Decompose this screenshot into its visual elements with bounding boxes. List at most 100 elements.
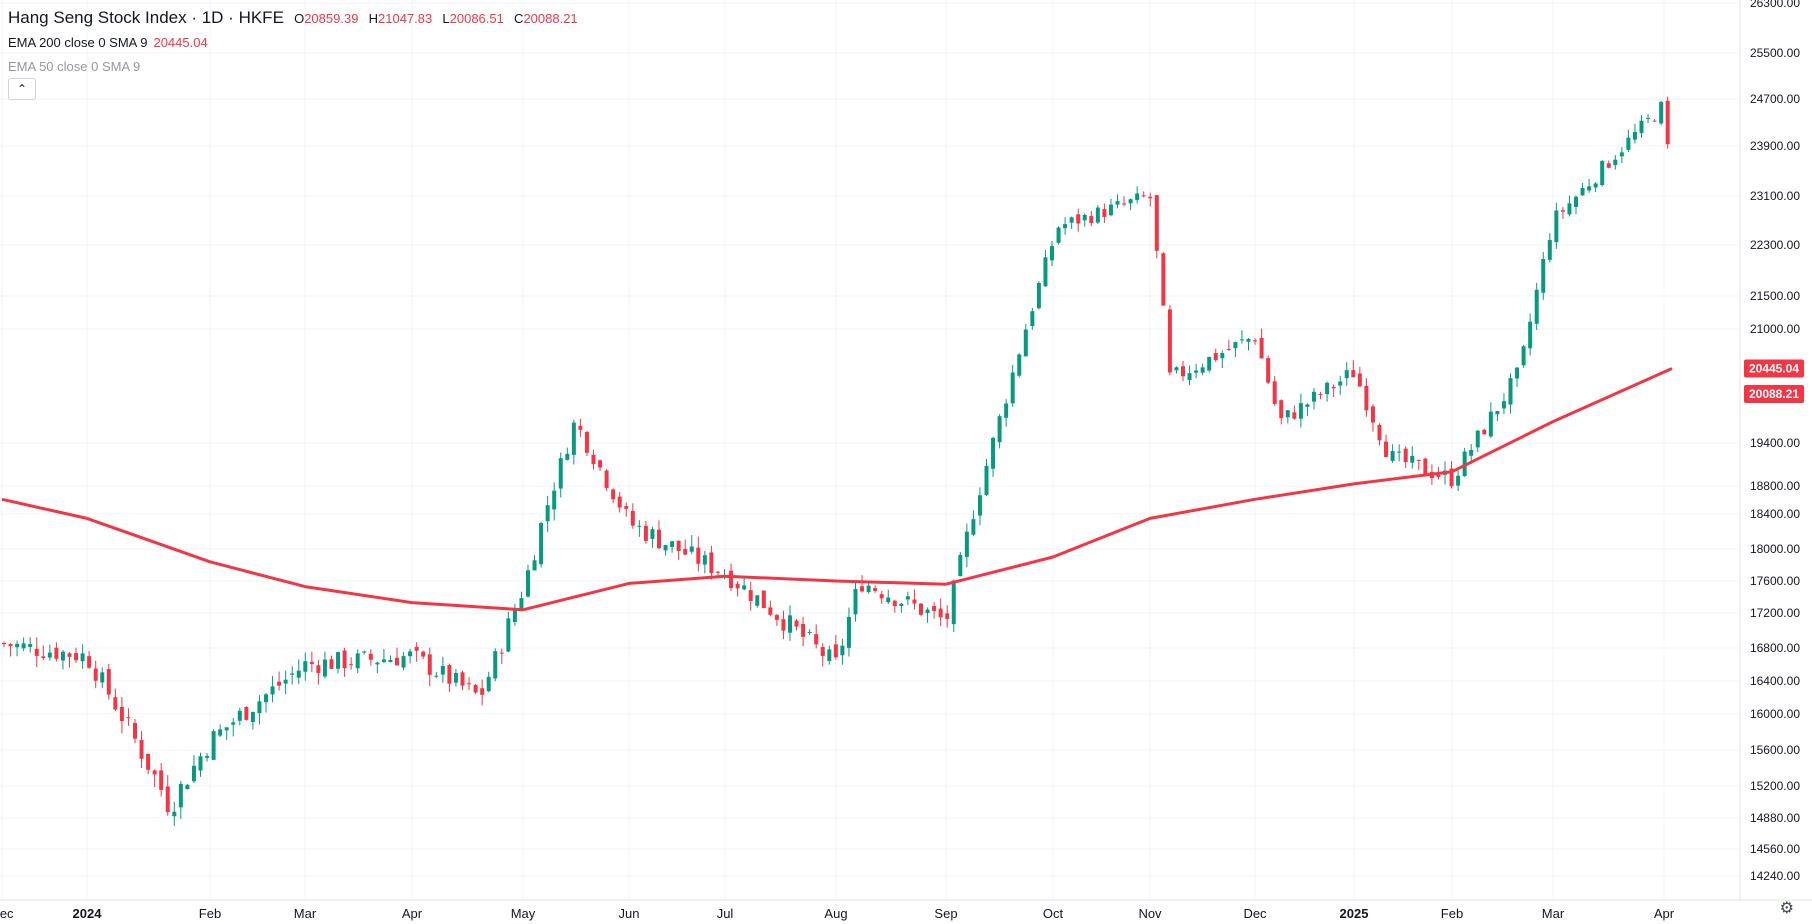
y-tick-label: 26300.00 bbox=[1750, 0, 1800, 10]
candle-body bbox=[1128, 199, 1133, 204]
candle-body bbox=[1364, 385, 1369, 411]
time-axis[interactable]: Dec 2024 Feb Mar Apr May Jun Jul Aug Sep Oct Nov Dec… bbox=[0, 906, 1675, 921]
y-tick-label: 22300.00 bbox=[1750, 238, 1800, 252]
candle-body bbox=[270, 686, 275, 695]
ema200-value: 20445.04 bbox=[153, 35, 208, 50]
price-tags: 20445.04 20088.21 bbox=[1744, 359, 1804, 403]
x-tick-label: 2025 bbox=[1340, 906, 1369, 921]
high-key: H bbox=[368, 11, 378, 26]
candle-body bbox=[1135, 193, 1140, 200]
candle-body bbox=[670, 541, 675, 547]
candle-body bbox=[899, 603, 904, 607]
symbol-row[interactable]: Hang Seng Stock Index · 1D · HKFE O20859… bbox=[8, 6, 578, 31]
candle-body bbox=[172, 811, 177, 817]
candle-body bbox=[303, 661, 308, 672]
candle-body bbox=[1613, 159, 1618, 166]
candle-body bbox=[1266, 358, 1271, 383]
candle-body bbox=[434, 675, 439, 677]
candle-body bbox=[1456, 475, 1461, 486]
candle-body bbox=[1233, 342, 1238, 349]
candles bbox=[2, 96, 1670, 826]
y-tick-label: 24700.00 bbox=[1750, 92, 1800, 106]
candle-body bbox=[1154, 195, 1159, 251]
candle-body bbox=[788, 615, 792, 633]
price-tag bbox=[1744, 359, 1804, 378]
candle-body bbox=[1298, 403, 1303, 419]
candle-body bbox=[1580, 188, 1585, 196]
candle-body bbox=[938, 608, 943, 618]
candle-body bbox=[309, 661, 314, 664]
candle-body bbox=[571, 422, 576, 455]
candle-body bbox=[1318, 394, 1323, 396]
symbol-title[interactable]: Hang Seng Stock Index · 1D · HKFE bbox=[8, 8, 284, 27]
candle-body bbox=[768, 607, 773, 615]
candle-body bbox=[1285, 410, 1290, 418]
ema200-label: EMA 200 close 0 SMA 9 bbox=[8, 35, 148, 50]
candle-body bbox=[873, 588, 878, 591]
candle-body bbox=[1200, 367, 1205, 373]
y-tick-label: 14560.00 bbox=[1750, 842, 1800, 856]
y-tick-label: 16800.00 bbox=[1750, 641, 1800, 655]
ema200-row[interactable]: EMA 200 close 0 SMA 9 20445.04 bbox=[8, 31, 578, 55]
candle-body bbox=[526, 570, 530, 597]
x-tick-label: Sep bbox=[934, 906, 957, 921]
candle-body bbox=[100, 672, 105, 683]
candle-body bbox=[211, 731, 216, 760]
grid-lines bbox=[0, 0, 1740, 900]
candle-body bbox=[919, 603, 923, 615]
candle-body bbox=[1390, 451, 1395, 461]
candle-body bbox=[1646, 117, 1651, 119]
candle-body bbox=[1357, 373, 1362, 387]
candle-body bbox=[643, 525, 648, 541]
candle-body bbox=[1600, 160, 1605, 186]
candle-body bbox=[1606, 163, 1611, 168]
candle-body bbox=[1095, 207, 1100, 223]
candle-body bbox=[296, 670, 301, 678]
collapse-legend-button[interactable]: ⌃ bbox=[8, 78, 36, 100]
y-tick-label: 17600.00 bbox=[1750, 574, 1800, 588]
candle-body bbox=[1194, 370, 1199, 373]
candle-body bbox=[427, 654, 432, 675]
candle-body bbox=[388, 659, 393, 663]
candle-body bbox=[1659, 101, 1664, 124]
candle-body bbox=[146, 753, 151, 770]
candle-body bbox=[381, 659, 386, 663]
ema50-label: EMA 50 close 0 SMA 9 bbox=[8, 59, 141, 74]
candle-body bbox=[755, 595, 760, 606]
gear-icon[interactable]: ⚙ bbox=[1779, 900, 1794, 917]
price-axis[interactable]: 14240.00 14560.00 14880.00 15200.00 15600.00… bbox=[1750, 0, 1800, 883]
candle-body bbox=[801, 623, 806, 637]
candle-body bbox=[925, 609, 930, 614]
candle-body bbox=[67, 653, 72, 657]
candle-body bbox=[892, 600, 897, 607]
candle-body bbox=[1560, 210, 1565, 212]
candle-body bbox=[113, 697, 118, 710]
x-tick-label: 2024 bbox=[73, 906, 103, 921]
candle-body bbox=[1619, 152, 1624, 157]
candle-body bbox=[1325, 382, 1330, 395]
x-tick-label: May bbox=[511, 906, 536, 921]
candle-body bbox=[958, 554, 963, 576]
price-tag-label: 20088.21 bbox=[1749, 387, 1799, 401]
candle-body bbox=[165, 786, 170, 813]
candle-body bbox=[689, 546, 694, 552]
candle-body bbox=[139, 739, 144, 759]
ema50-row[interactable]: EMA 50 close 0 SMA 9 bbox=[8, 55, 578, 79]
candle-body bbox=[709, 552, 714, 574]
candle-body bbox=[1482, 429, 1487, 435]
candle-body bbox=[1148, 196, 1153, 199]
y-tick-label: 19400.00 bbox=[1750, 436, 1800, 450]
candle-body bbox=[657, 529, 661, 549]
candle-body bbox=[1312, 391, 1316, 402]
candle-body bbox=[336, 652, 341, 669]
candle-body bbox=[1528, 321, 1533, 349]
candle-body bbox=[1089, 216, 1094, 224]
candle-body bbox=[932, 605, 937, 612]
candle-body bbox=[951, 580, 956, 625]
candle-body bbox=[41, 656, 46, 659]
candle-body bbox=[322, 659, 327, 677]
candle-body bbox=[663, 545, 668, 551]
candle-body bbox=[1272, 381, 1277, 404]
candle-body bbox=[1069, 217, 1074, 223]
